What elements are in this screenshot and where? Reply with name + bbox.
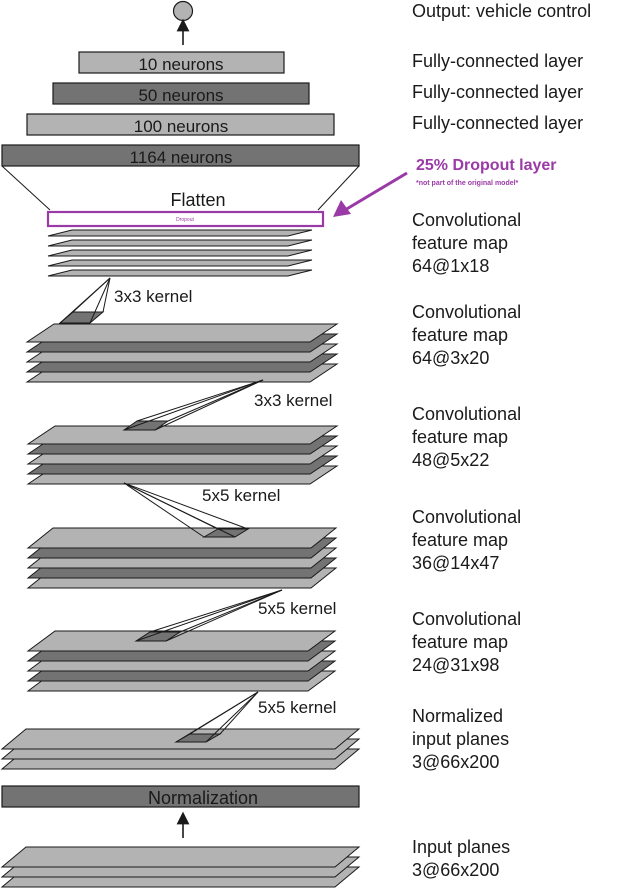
conv3-stack-plate-1 xyxy=(26,425,339,445)
dropout-note: *not part of the original model* xyxy=(416,180,519,187)
feature-map-stacks xyxy=(0,229,361,888)
conv5-stack-plate-5 xyxy=(47,269,313,277)
feature-map-desc-1: Convolutional feature map 64@1x18 xyxy=(412,209,521,278)
kernel-2-ray-4 xyxy=(154,379,264,431)
feature-map-desc-2: Convolutional feature map 64@3x20 xyxy=(412,301,521,370)
kernel-2-ray-2 xyxy=(136,379,264,422)
conv5-stack-plate-4 xyxy=(47,259,313,267)
kernel-label-4: 5x5 kernel xyxy=(258,599,336,618)
kernel-3-ray-4 xyxy=(123,482,236,538)
dense-desc-3: Fully-connected layer xyxy=(412,113,584,133)
normalized-desc-line1: Normalized xyxy=(412,706,504,726)
input-desc-line1: Input planes xyxy=(412,837,511,857)
kernel-1-ray-3 xyxy=(102,277,111,313)
normalization-layer xyxy=(1,785,360,808)
dropout-box-label: Dropout xyxy=(176,217,194,223)
feature-map-desc-3-line3: 48@5x22 xyxy=(412,450,490,470)
input-desc: Input planes 3@66x200 xyxy=(412,836,510,882)
kernel-4-ray-4 xyxy=(165,589,283,642)
kernel-3-ray-3 xyxy=(123,482,249,530)
feature-map-desc-2-line3: 64@3x20 xyxy=(412,348,490,368)
dropout-pointer-arrowhead xyxy=(333,200,351,217)
dense-layer-100 xyxy=(26,113,335,136)
dropout-pointer-arrow xyxy=(344,171,408,212)
feature-map-desc-1-line2: feature map xyxy=(412,233,509,253)
feature-map-desc-3: Convolutional feature map 48@5x22 xyxy=(412,403,521,472)
output-node xyxy=(172,0,194,22)
output-label: Output: vehicle control xyxy=(412,1,592,21)
kernel-label-3: 5x5 kernel xyxy=(202,486,280,505)
feature-map-desc-5-line2: feature map xyxy=(412,632,509,652)
conv5-stack-plate-2 xyxy=(47,239,313,247)
dropout-title: 25% Dropout layer xyxy=(416,157,557,174)
dense-layer-10-label: 10 neurons xyxy=(138,55,223,74)
kernel-5-ray-2 xyxy=(189,691,259,735)
dense-layer-1164 xyxy=(1,144,360,167)
feature-map-desc-5-line3: 24@31x98 xyxy=(412,655,500,675)
feature-map-desc-5: Convolutional feature map 24@31x98 xyxy=(412,608,521,677)
flatten-right-edge xyxy=(317,165,360,211)
conv1-stack-plate-1 xyxy=(26,630,337,652)
feature-map-desc-3-line2: feature map xyxy=(412,427,509,447)
dense-layer-50-label: 50 neurons xyxy=(138,86,223,105)
input-stack-plate-1 xyxy=(0,846,361,868)
dropout-box xyxy=(46,210,325,228)
dense-desc-1: Fully-connected layer xyxy=(412,51,584,71)
kernel-label-1: 3x3 kernel xyxy=(114,287,192,306)
conv5-stack-plate-1 xyxy=(47,229,313,237)
feature-map-desc-2-line1: Convolutional xyxy=(412,302,522,322)
normalization-label: Normalization xyxy=(148,788,258,808)
conv5-stack-plate-3 xyxy=(47,249,313,257)
kernel-5-ray-4 xyxy=(205,691,259,743)
kernel-1-ray-4 xyxy=(89,277,111,324)
feature-map-desc-1-line3: 64@1x18 xyxy=(412,256,490,276)
dense-desc-2: Fully-connected layer xyxy=(412,82,584,102)
feature-map-desc-1-line1: Convolutional xyxy=(412,210,522,230)
kernel-5-ray-3 xyxy=(219,691,259,735)
feature-map-desc-4-line3: 36@14x47 xyxy=(412,553,500,573)
kernel-3-ray-1 xyxy=(123,482,205,538)
kernel-4-ray-2 xyxy=(149,589,283,633)
normalized-desc-line3: 3@66x200 xyxy=(412,752,500,772)
feature-map-desc-2-line2: feature map xyxy=(412,325,509,345)
flatten-left-edge xyxy=(1,165,51,211)
feature-map-desc-4-line1: Convolutional xyxy=(412,507,522,527)
flatten-label: Flatten xyxy=(170,190,225,210)
feature-map-desc-3-line1: Convolutional xyxy=(412,404,522,424)
normalized-desc-line2: input planes xyxy=(412,729,510,749)
feature-map-desc-4-line2: feature map xyxy=(412,530,509,550)
dense-layer-50 xyxy=(52,82,310,105)
kernel-4-ray-1 xyxy=(135,589,283,642)
dense-layer-1164-label: 1164 neurons xyxy=(130,148,233,167)
kernel-1-ray-2 xyxy=(72,277,111,313)
kernel-label-5: 5x5 kernel xyxy=(258,698,336,717)
conv2-stack-plate-1 xyxy=(26,527,338,549)
conv4-stack-plate-1 xyxy=(25,323,339,343)
feature-map-desc-4: Convolutional feature map 36@14x47 xyxy=(412,506,521,575)
dense-layer-10 xyxy=(78,51,285,74)
kernel-label-2: 3x3 kernel xyxy=(254,391,332,410)
input-desc-line2: 3@66x200 xyxy=(412,860,500,880)
dense-layer-100-label: 100 neurons xyxy=(134,117,229,136)
kernel-2-ray-1 xyxy=(123,379,264,431)
feature-map-desc-5-line1: Convolutional xyxy=(412,609,522,629)
normalized-desc: Normalized input planes 3@66x200 xyxy=(412,705,509,774)
